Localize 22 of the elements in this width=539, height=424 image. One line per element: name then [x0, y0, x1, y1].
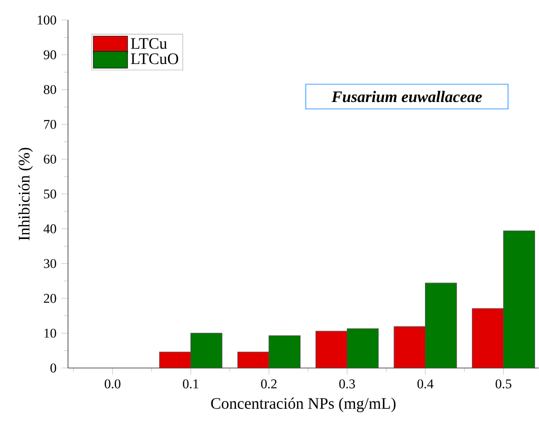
- y-tick-label: 50: [44, 189, 56, 198]
- annotation: Fusarium euwallaceae: [332, 90, 482, 102]
- y-tick-label: 80: [44, 85, 56, 94]
- y-tick-label: 40: [44, 224, 56, 234]
- y-tick-label: 0: [50, 363, 56, 372]
- x-axis-title: Concentración NPs (mg/mL): [211, 398, 396, 412]
- legend-label: LTCuO: [130, 53, 178, 64]
- y-tick-label: 70: [44, 120, 56, 129]
- y-tick-label: 60: [44, 154, 56, 164]
- y-axis-title: Inhibición (%): [18, 148, 33, 240]
- y-tick-label: 90: [44, 50, 56, 60]
- y-tick-label: 30: [44, 259, 56, 268]
- x-tick-label: 0.4: [417, 379, 434, 388]
- y-tick-label: 10: [44, 328, 56, 338]
- x-tick-label: 0.5: [496, 379, 512, 388]
- y-tick-label: 100: [38, 15, 56, 24]
- x-tick-label: 0.2: [261, 379, 277, 388]
- x-tick-label: 0.1: [182, 379, 198, 388]
- x-tick-label: 0.0: [104, 379, 120, 388]
- y-tick-label: 20: [44, 294, 56, 303]
- x-tick-label: 0.3: [339, 379, 355, 388]
- legend-label: LTCu: [130, 38, 167, 49]
